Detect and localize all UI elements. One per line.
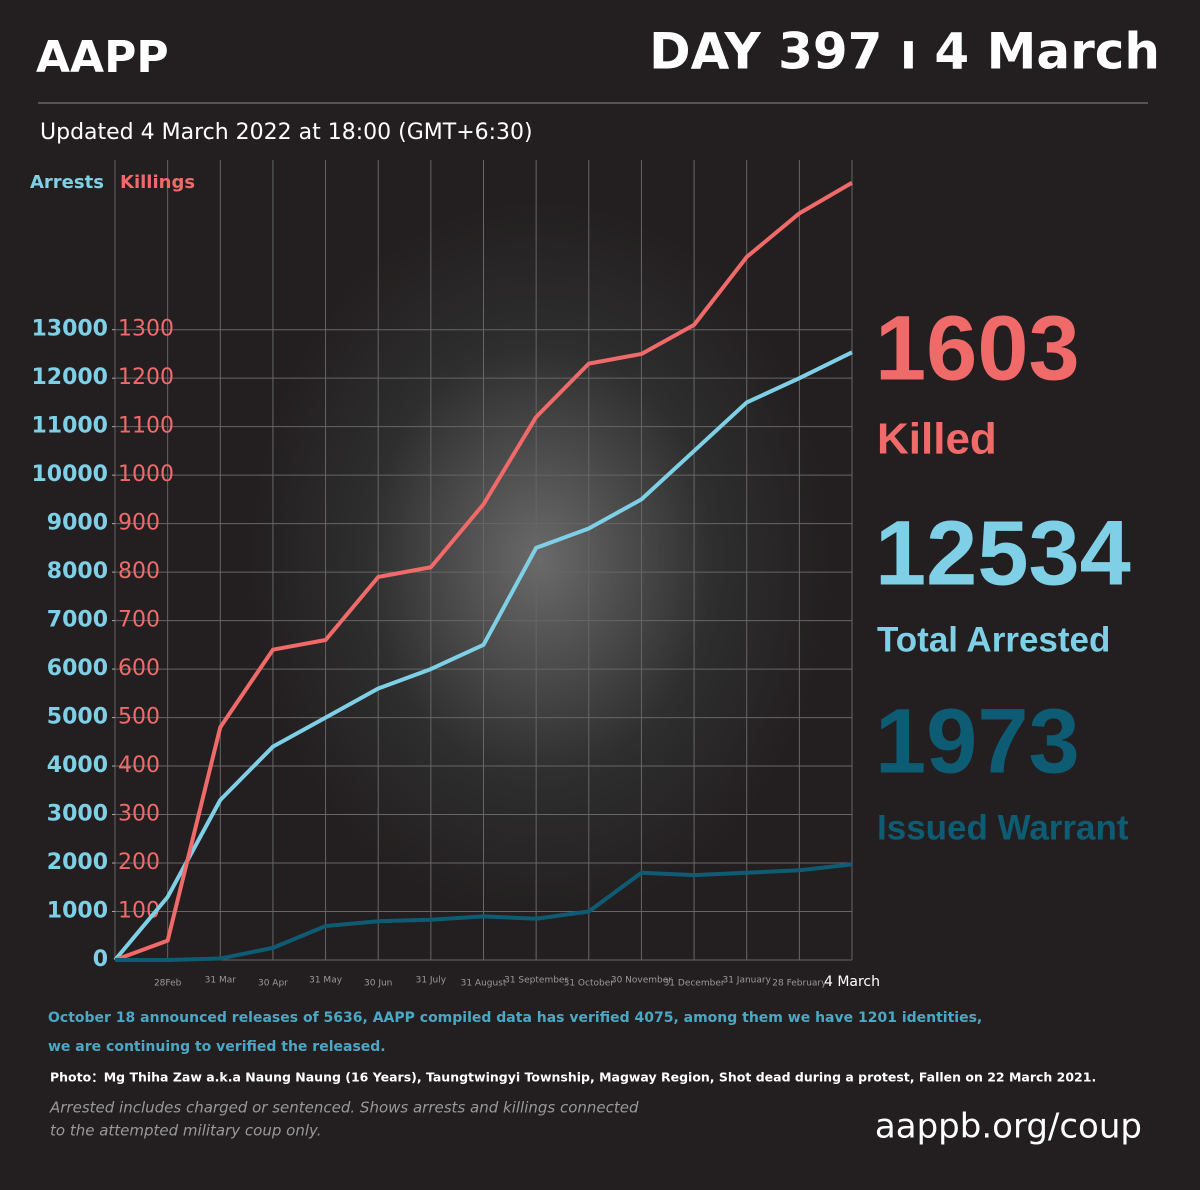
- x-tick-label: 31 September: [504, 976, 568, 986]
- x-tick-label: 28Feb: [154, 979, 182, 989]
- x-tick-label: 31 May: [309, 976, 343, 986]
- stat-label: Killed: [877, 415, 997, 464]
- stat-value: 12534: [875, 502, 1131, 604]
- stat-value: 1603: [875, 297, 1080, 399]
- y2-tick-label: 300: [118, 802, 160, 827]
- note: October 18 announced releases of 5636, A…: [48, 1010, 982, 1026]
- y2-tick-label: 600: [118, 656, 160, 681]
- x-tick-label: 4 March: [824, 974, 880, 990]
- y-tick-label: 3000: [47, 802, 108, 827]
- series-line: [115, 862, 853, 962]
- y2-tick-label: 1200: [118, 365, 174, 390]
- stat-label: Total Arrested: [877, 620, 1110, 659]
- x-tick-label: 30 Apr: [258, 979, 288, 989]
- axis-title: Arrests: [30, 172, 104, 193]
- disclaimer: Arrested includes charged or sentenced. …: [49, 1099, 639, 1117]
- y2-tick-label: 900: [118, 511, 160, 536]
- x-tick-label: 30 Jun: [364, 979, 392, 989]
- y-tick-label: 6000: [47, 656, 108, 681]
- x-tick-label: 31 January: [722, 976, 771, 986]
- y-tick-label: 8000: [47, 559, 108, 584]
- y-tick-label: 0: [93, 947, 108, 972]
- y-tick-label: 1000: [47, 899, 108, 924]
- x-tick-label: 31 December: [664, 979, 725, 989]
- brand: AAPP: [36, 32, 169, 83]
- note: we are continuing to verified the releas…: [48, 1039, 386, 1055]
- y2-tick-label: 500: [118, 705, 160, 730]
- y2-tick-label: 400: [118, 753, 160, 778]
- updated: Updated 4 March 2022 at 18:00 (GMT+6:30): [40, 120, 533, 145]
- x-tick-label: 31 Mar: [205, 976, 237, 986]
- x-tick-label: 28 February: [772, 979, 827, 989]
- y2-tick-label: 800: [118, 559, 160, 584]
- photo-credit: Photo：Mg Thiha Zaw a.k.a Naung Naung (16…: [50, 1070, 1096, 1085]
- y-tick-label: 9000: [47, 511, 108, 536]
- photo: [250, 200, 830, 920]
- stat-value: 1973: [875, 690, 1080, 792]
- day-label: DAY 397 ı 4 March: [649, 23, 1160, 81]
- y-tick-label: 7000: [47, 608, 108, 633]
- disclaimer: to the attempted military coup only.: [50, 1122, 321, 1140]
- axis-title: Killings: [120, 172, 195, 193]
- y2-tick-label: 100: [118, 899, 160, 924]
- series-line: [113, 350, 853, 962]
- x-tick-label: 31 July: [416, 976, 447, 986]
- y2-tick-label: 700: [118, 608, 160, 633]
- x-tick-label: 31 October: [564, 979, 615, 989]
- y-tick-label: 5000: [47, 705, 108, 730]
- x-tick-label: 31 August: [461, 979, 507, 989]
- y-tick-label: 12000: [31, 365, 108, 390]
- y-tick-label: 11000: [31, 414, 108, 439]
- stat-label: Issued Warrant: [877, 808, 1129, 847]
- y-tick-label: 4000: [47, 753, 108, 778]
- url: aappb.org/coup: [875, 1107, 1142, 1147]
- series-line: [114, 181, 854, 962]
- y2-tick-label: 1300: [118, 317, 174, 342]
- y2-tick-label: 1100: [118, 414, 174, 439]
- y2-tick-label: 200: [118, 850, 160, 875]
- y-tick-label: 2000: [47, 850, 108, 875]
- y2-tick-label: 1000: [118, 462, 174, 487]
- y-tick-label: 13000: [31, 317, 108, 342]
- plot: 28Feb 31 Mar 30 Apr 31 May 30 Jun 31 July 31 A…: [30, 160, 880, 990]
- x-tick-label: 30 November: [611, 976, 672, 986]
- y-tick-label: 10000: [31, 462, 108, 487]
